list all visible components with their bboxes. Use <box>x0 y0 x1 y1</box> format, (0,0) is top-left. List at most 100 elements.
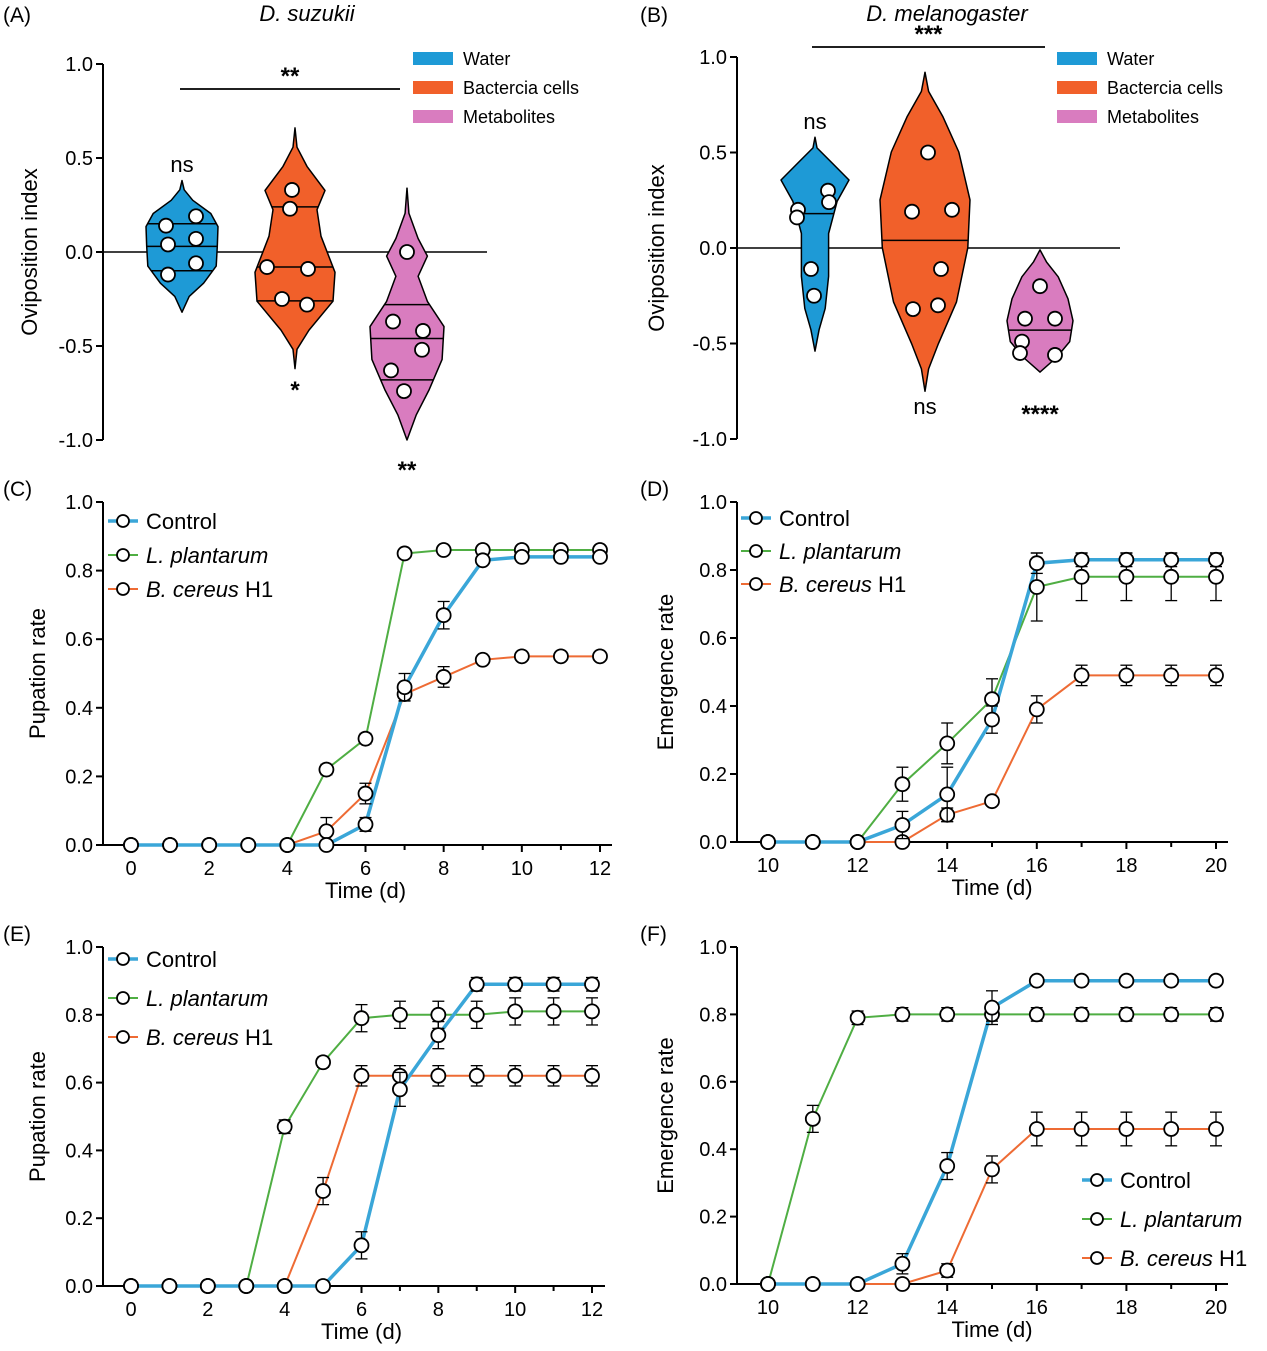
x-tick-label: 16 <box>1026 855 1048 877</box>
legend-swatch <box>413 110 453 123</box>
data-point <box>284 182 300 198</box>
y-axis-label: Pupation rate <box>25 1051 50 1182</box>
data-marker <box>315 1183 331 1199</box>
x-tick-label: 12 <box>846 1297 868 1319</box>
x-tick-label: 20 <box>1205 1297 1227 1319</box>
data-point <box>789 209 805 226</box>
significance-label: ns <box>803 109 826 134</box>
data-marker <box>318 837 335 853</box>
legend-marker <box>749 511 763 525</box>
data-point <box>1032 278 1048 295</box>
data-point <box>414 341 430 358</box>
data-marker <box>276 1278 293 1294</box>
legend-label: B. cereus H1 <box>146 1025 273 1050</box>
x-tick-label: 0 <box>125 1299 136 1321</box>
data-marker <box>584 1003 600 1020</box>
x-axis-label: Time (d) <box>951 875 1032 900</box>
y-tick-label: 0.2 <box>699 1207 727 1229</box>
legend-label: Control <box>1120 1168 1191 1193</box>
y-tick-label: 0.0 <box>699 832 727 854</box>
data-point <box>160 266 176 283</box>
x-axis-label: Time (d) <box>321 1319 402 1344</box>
x-tick-label: 2 <box>202 1299 213 1321</box>
x-tick-label: 4 <box>279 1299 290 1321</box>
data-marker <box>474 651 491 668</box>
data-marker <box>894 1276 911 1292</box>
legend-marker <box>116 582 130 596</box>
data-marker <box>1208 551 1224 568</box>
data-marker <box>849 834 866 850</box>
data-point <box>160 236 176 253</box>
panel-label: (C) <box>3 478 32 501</box>
y-tick-label: 0.4 <box>699 696 727 718</box>
data-marker <box>1208 667 1224 684</box>
data-marker <box>584 1067 600 1084</box>
data-marker <box>1073 568 1090 585</box>
x-tick-label: 10 <box>511 858 533 880</box>
x-tick-label: 10 <box>757 855 779 877</box>
y-tick-label: 1.0 <box>65 492 93 514</box>
data-point <box>385 313 401 330</box>
y-tick-label: 0.6 <box>699 1072 727 1094</box>
y-tick-label: 0.8 <box>65 1005 93 1027</box>
data-marker <box>804 1276 821 1292</box>
data-point <box>803 261 819 277</box>
data-marker <box>1073 667 1090 684</box>
y-axis-label: Emergence rate <box>653 594 678 751</box>
y-tick-label: 0.4 <box>65 1140 93 1162</box>
data-marker <box>1073 1006 1090 1023</box>
y-tick-label: -0.5 <box>693 334 727 356</box>
data-marker <box>474 552 491 569</box>
data-marker <box>513 548 530 565</box>
x-tick-label: 20 <box>1205 855 1227 877</box>
legend-marker <box>749 544 763 558</box>
x-tick-label: 8 <box>433 1299 444 1321</box>
y-tick-label: 0.0 <box>699 238 727 260</box>
data-marker <box>1028 579 1045 595</box>
data-point <box>188 230 204 247</box>
data-point <box>904 203 920 220</box>
comparison-label: *** <box>914 21 943 48</box>
data-point <box>158 217 174 234</box>
y-tick-label: 0.5 <box>65 148 93 170</box>
data-marker <box>1163 1121 1180 1137</box>
y-tick-label: 1.0 <box>65 937 93 959</box>
panel-label: (A) <box>3 4 31 27</box>
panel-title: D. melanogaster <box>866 1 1029 26</box>
legend-marker <box>116 1030 130 1044</box>
data-marker <box>315 1054 331 1071</box>
x-tick-label: 0 <box>125 858 136 880</box>
panel-label: (E) <box>3 923 31 946</box>
data-marker <box>545 1067 562 1084</box>
legend-swatch <box>1057 52 1097 65</box>
data-marker <box>553 648 569 665</box>
violin-panel: (A) D. suzukii -1.0 -0.5 0.0 0.5 1.0 Ovipositio… <box>3 1 579 484</box>
data-marker <box>507 1067 524 1084</box>
data-marker <box>468 976 485 993</box>
significance-label: * <box>290 377 300 404</box>
x-tick-label: 10 <box>504 1299 526 1321</box>
data-marker <box>238 1278 255 1294</box>
series-line <box>767 1013 1216 1285</box>
data-marker <box>435 607 452 624</box>
x-tick-label: 14 <box>936 1297 958 1319</box>
violin-body <box>780 136 850 352</box>
data-marker <box>1163 568 1180 585</box>
data-marker <box>353 1237 370 1254</box>
legend-marker <box>1090 1251 1104 1265</box>
x-tick-label: 12 <box>589 858 611 880</box>
y-tick-label: 0.0 <box>699 1274 727 1296</box>
legend-swatch <box>413 81 453 94</box>
line-panel: (C) 0.0 0.2 0.4 0.6 0.8 1.0 Pupation rate 0 2 4 6 8 1… <box>3 478 612 903</box>
data-marker <box>1208 972 1224 989</box>
data-marker <box>1118 551 1135 568</box>
data-marker <box>507 1003 524 1020</box>
data-marker <box>435 542 452 558</box>
data-marker <box>318 761 335 778</box>
legend-marker <box>116 952 130 966</box>
data-marker <box>894 1255 911 1272</box>
data-point <box>188 255 204 272</box>
x-tick-label: 18 <box>1115 1297 1137 1319</box>
y-tick-label: 0.0 <box>65 1276 93 1298</box>
data-marker <box>894 776 911 793</box>
